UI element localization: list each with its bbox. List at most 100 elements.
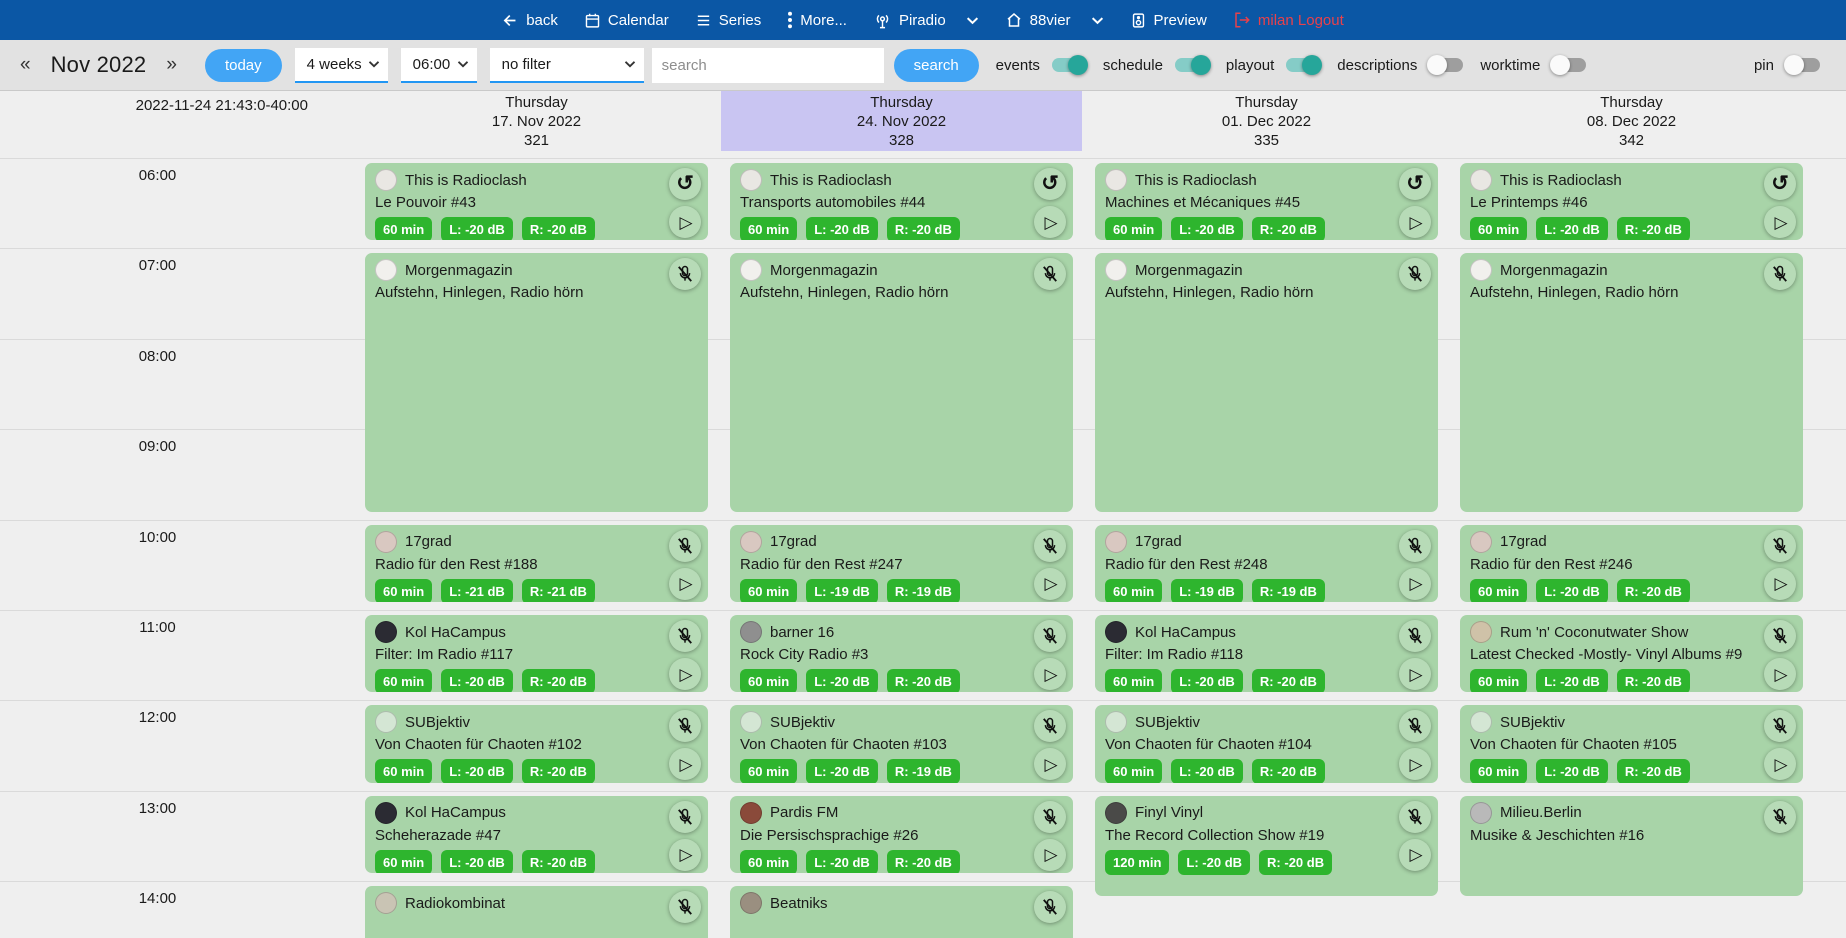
event-card[interactable]: Pardis FMDie Persischsprachige #2660 min… xyxy=(730,796,1073,873)
event-card[interactable]: This is RadioclashLe Printemps #4660 min… xyxy=(1460,163,1803,240)
play-button[interactable]: ▷ xyxy=(1764,206,1796,238)
play-button[interactable]: ▷ xyxy=(1399,568,1431,600)
search-input[interactable] xyxy=(652,48,884,83)
replay-button[interactable]: ↺ xyxy=(1399,168,1431,200)
event-card[interactable]: Kol HaCampusScheherazade #4760 minL: -20… xyxy=(365,796,708,873)
mic-off-button[interactable] xyxy=(1399,620,1431,652)
event-card[interactable]: MorgenmagazinAufstehn, Hinlegen, Radio h… xyxy=(365,253,708,511)
day-header[interactable]: Thursday08. Dec 2022342 xyxy=(1451,91,1812,151)
mic-off-button[interactable] xyxy=(669,710,701,742)
play-button[interactable]: ▷ xyxy=(669,568,701,600)
play-button[interactable]: ▷ xyxy=(1034,748,1066,780)
nav-item-more[interactable]: More... xyxy=(787,11,847,29)
nav-item-88vier[interactable]: 88vier xyxy=(1005,11,1071,29)
event-card[interactable]: Milieu.BerlinMusike & Jeschichten #16 xyxy=(1460,796,1803,896)
day-header[interactable]: Thursday01. Dec 2022335 xyxy=(1086,91,1447,151)
event-card[interactable]: Kol HaCampusFilter: Im Radio #11860 minL… xyxy=(1095,615,1438,692)
replay-button[interactable]: ↺ xyxy=(1764,168,1796,200)
event-card[interactable]: SUBjektivVon Chaoten für Chaoten #10360 … xyxy=(730,705,1073,782)
event-card[interactable]: SUBjektivVon Chaoten für Chaoten #10460 … xyxy=(1095,705,1438,782)
day-header[interactable]: Thursday17. Nov 2022321 xyxy=(356,91,717,151)
play-button[interactable]: ▷ xyxy=(669,839,701,871)
toggle-playout[interactable] xyxy=(1286,58,1320,72)
toggle-worktime[interactable] xyxy=(1552,58,1586,72)
play-button[interactable]: ▷ xyxy=(669,206,701,238)
replay-button[interactable]: ↺ xyxy=(669,168,701,200)
event-card[interactable]: Radiokombinat xyxy=(365,886,708,938)
play-button[interactable]: ▷ xyxy=(1034,206,1066,238)
event-card[interactable]: This is RadioclashTransports automobiles… xyxy=(730,163,1073,240)
logout-button[interactable]: milan Logout xyxy=(1233,11,1344,29)
mic-off-button[interactable] xyxy=(669,530,701,562)
toggle-pin[interactable] xyxy=(1786,58,1820,72)
mic-off-button[interactable] xyxy=(1399,801,1431,833)
event-card[interactable]: MorgenmagazinAufstehn, Hinlegen, Radio h… xyxy=(730,253,1073,511)
play-button[interactable]: ▷ xyxy=(1399,658,1431,690)
play-button[interactable]: ▷ xyxy=(669,748,701,780)
nav-item-piradio[interactable]: Piradio xyxy=(873,11,946,30)
mic-off-button[interactable] xyxy=(1764,801,1796,833)
event-card[interactable]: This is RadioclashMachines et Mécaniques… xyxy=(1095,163,1438,240)
play-button[interactable]: ▷ xyxy=(1399,839,1431,871)
play-button[interactable]: ▷ xyxy=(1034,568,1066,600)
event-card[interactable]: MorgenmagazinAufstehn, Hinlegen, Radio h… xyxy=(1095,253,1438,511)
mic-off-button[interactable] xyxy=(1034,620,1066,652)
start-time-select[interactable]: 06:00 xyxy=(401,48,477,83)
play-button[interactable]: ▷ xyxy=(1034,839,1066,871)
mic-off-button[interactable] xyxy=(1399,258,1431,290)
day-header-date: 08. Dec 2022 xyxy=(1451,112,1812,131)
mic-off-button[interactable] xyxy=(669,801,701,833)
range-select[interactable]: 4 weeks xyxy=(295,48,388,83)
search-button[interactable]: search xyxy=(894,49,979,82)
play-button[interactable]: ▷ xyxy=(669,658,701,690)
mic-off-button[interactable] xyxy=(669,891,701,923)
event-card[interactable]: 17gradRadio für den Rest #24660 minL: -2… xyxy=(1460,525,1803,602)
event-card[interactable]: SUBjektivVon Chaoten für Chaoten #10560 … xyxy=(1460,705,1803,782)
toggle-schedule[interactable] xyxy=(1175,58,1209,72)
mic-off-button[interactable] xyxy=(1764,258,1796,290)
event-card[interactable]: barner 16Rock City Radio #360 minL: -20 … xyxy=(730,615,1073,692)
event-card[interactable]: Kol HaCampusFilter: Im Radio #11760 minL… xyxy=(365,615,708,692)
event-card[interactable]: Beatniks xyxy=(730,886,1073,938)
play-button[interactable]: ▷ xyxy=(1764,748,1796,780)
back-button[interactable]: back xyxy=(502,12,558,29)
filter-select[interactable]: no filter xyxy=(490,48,644,83)
event-card[interactable]: 17gradRadio für den Rest #18860 minL: -2… xyxy=(365,525,708,602)
event-card[interactable]: This is RadioclashLe Pouvoir #4360 minL:… xyxy=(365,163,708,240)
event-card[interactable]: 17gradRadio für den Rest #24760 minL: -1… xyxy=(730,525,1073,602)
mic-off-button[interactable] xyxy=(1034,801,1066,833)
event-card[interactable]: SUBjektivVon Chaoten für Chaoten #10260 … xyxy=(365,705,708,782)
nav-item-series[interactable]: Series xyxy=(695,12,762,29)
play-button[interactable]: ▷ xyxy=(1399,748,1431,780)
station-dropdown-caret[interactable] xyxy=(1091,16,1104,25)
event-card[interactable]: MorgenmagazinAufstehn, Hinlegen, Radio h… xyxy=(1460,253,1803,511)
play-button[interactable]: ▷ xyxy=(1764,568,1796,600)
play-button[interactable]: ▷ xyxy=(1034,658,1066,690)
mic-off-button[interactable] xyxy=(1034,710,1066,742)
mic-off-button[interactable] xyxy=(1034,258,1066,290)
event-card[interactable]: Rum 'n' Coconutwater ShowLatest Checked … xyxy=(1460,615,1803,692)
day-header[interactable]: Thursday24. Nov 2022328 xyxy=(721,91,1082,151)
nav-item-preview[interactable]: Preview xyxy=(1130,12,1207,29)
toggle-events[interactable] xyxy=(1052,58,1086,72)
mic-off-button[interactable] xyxy=(669,620,701,652)
mic-off-button[interactable] xyxy=(1764,620,1796,652)
mic-off-button[interactable] xyxy=(1399,530,1431,562)
mic-off-button[interactable] xyxy=(1034,530,1066,562)
next-month-button[interactable]: » xyxy=(160,54,183,76)
toggle-descriptions[interactable] xyxy=(1429,58,1463,72)
mic-off-button[interactable] xyxy=(1764,530,1796,562)
today-button[interactable]: today xyxy=(205,49,282,82)
nav-item-calendar[interactable]: Calendar xyxy=(584,12,669,29)
piradio-dropdown-caret[interactable] xyxy=(966,16,979,25)
play-button[interactable]: ▷ xyxy=(1764,658,1796,690)
mic-off-button[interactable] xyxy=(1764,710,1796,742)
event-card[interactable]: Finyl VinylThe Record Collection Show #1… xyxy=(1095,796,1438,896)
prev-month-button[interactable]: « xyxy=(14,54,37,76)
replay-button[interactable]: ↺ xyxy=(1034,168,1066,200)
mic-off-button[interactable] xyxy=(669,258,701,290)
mic-off-button[interactable] xyxy=(1399,710,1431,742)
play-button[interactable]: ▷ xyxy=(1399,206,1431,238)
event-card[interactable]: 17gradRadio für den Rest #24860 minL: -1… xyxy=(1095,525,1438,602)
mic-off-button[interactable] xyxy=(1034,891,1066,923)
